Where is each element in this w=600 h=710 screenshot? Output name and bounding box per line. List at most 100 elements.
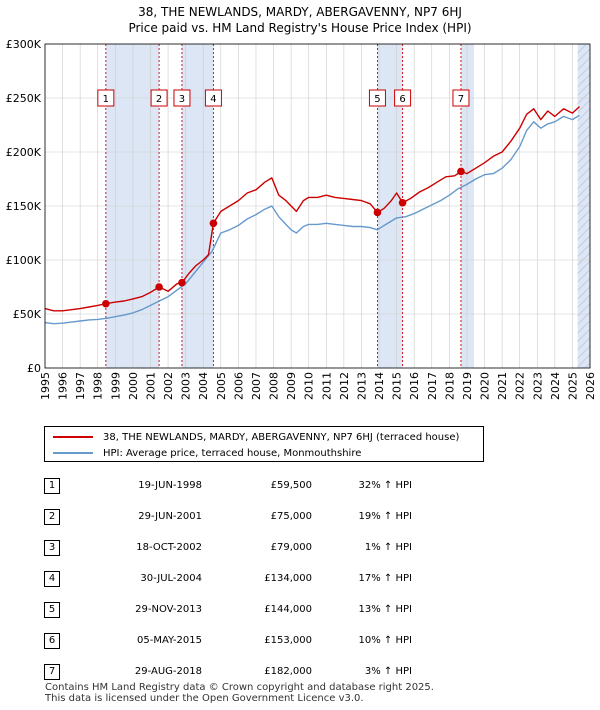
sale-price: £75,000 [270,511,312,522]
x-tick-label: 2009 [285,372,298,400]
x-tick-label: 1996 [57,372,70,400]
sale-number-label: 4 [210,94,216,105]
sale-number-box [97,89,115,107]
sale-point [373,208,382,217]
x-tick-label: 2008 [268,372,281,400]
sale-price: £79,000 [270,542,312,553]
x-tick-label: 2002 [162,372,175,400]
table-row: 2 29-JUN-2001 £75,000 19% ↑ HPI [40,501,412,532]
footer-attribution: Contains HM Land Registry data © Crown c… [45,682,434,704]
x-tick-label: 2006 [232,372,245,400]
table-row: 6 05-MAY-2015 £153,000 10% ↑ HPI [40,625,412,656]
x-tick-label: 2000 [127,372,140,400]
hpi-series-line [44,114,580,325]
table-row: 4 30-JUL-2004 £134,000 17% ↑ HPI [40,563,412,594]
x-tick-label: 2022 [514,372,527,400]
y-tick-label: £0 [27,362,41,375]
sale-point [102,299,110,308]
table-row: 1 19-JUN-1998 £59,500 32% ↑ HPI [40,470,412,501]
sale-price: £134,000 [264,573,312,584]
y-tick-label: £50K [13,308,42,321]
sale-price: £182,000 [264,666,312,677]
sale-hpi-diff: 10% ↑ HPI [358,635,412,646]
x-tick-label: 2015 [391,372,404,400]
x-tick-label: 2001 [144,372,157,400]
y-tick-label: £250K [6,92,42,105]
legend-swatch-price [53,436,93,438]
sale-hpi-diff: 13% ↑ HPI [358,604,412,615]
y-tick-label: £150K [6,200,42,213]
sale-date: 29-JUN-2001 [138,511,202,522]
chart-subtitle: Price paid vs. HM Land Registry's House … [128,21,472,35]
plot-area-border [44,43,591,369]
sale-hpi-diff: 32% ↑ HPI [358,480,412,491]
x-tick-label: 2017 [426,372,439,400]
sale-number-badge: 1 [44,477,60,494]
x-tick-label: 2020 [479,372,492,400]
sale-number-label: 5 [374,94,380,105]
x-tick-label: 1999 [109,372,122,400]
sale-number-label: 2 [156,94,162,105]
price-chart: 1 2 3 4 5 6 7 £0 £50K £100K £150K £200K £250K £300K 1… [6,38,597,400]
chart-title-address: 38, THE NEWLANDS, MARDY, ABERGAVENNY, NP… [138,5,462,19]
sale-point [457,167,465,176]
x-tick-label: 2004 [197,372,210,400]
sale-date: 18-OCT-2002 [136,542,202,553]
x-tick-label: 2023 [531,372,544,400]
sale-number-badge: 2 [44,508,60,525]
sale-number-box [150,89,168,107]
sale-price: £144,000 [264,604,312,615]
sale-number-box [204,89,222,107]
sale-point [155,283,163,291]
legend-label-hpi: HPI: Average price, terraced house, Monm… [103,447,362,459]
y-tick-label: £200K [6,146,42,159]
x-tick-label: 2003 [180,372,193,400]
sale-number-label: 3 [179,94,185,105]
price-series-line [44,106,580,312]
sale-number-badge: 6 [44,632,60,649]
sale-date: 05-MAY-2015 [136,635,202,646]
sale-price: £59,500 [270,480,312,491]
sale-date: 30-JUL-2004 [140,573,202,584]
table-row: 5 29-NOV-2013 £144,000 13% ↑ HPI [40,594,412,625]
sale-number-label: 1 [103,94,109,105]
sale-number-badge: 7 [44,663,60,680]
x-tick-label: 2014 [373,372,386,400]
sale-number-box [394,89,412,107]
sale-hpi-diff: 17% ↑ HPI [358,573,412,584]
sale-date: 29-NOV-2013 [135,604,202,615]
legend-item-price: 38, THE NEWLANDS, MARDY, ABERGAVENNY, NP… [53,430,459,444]
x-tick-label: 2025 [566,372,579,400]
sale-point [178,278,186,287]
sale-point [398,198,407,207]
x-tick-label: 2007 [250,372,263,400]
sale-date: 19-JUN-1998 [138,480,202,491]
sale-date: 29-AUG-2018 [134,666,202,677]
sale-number-box [452,89,470,107]
x-tick-label: 2010 [303,372,316,400]
x-tick-label: 1995 [39,372,52,400]
sale-hpi-diff: 1% ↑ HPI [364,542,412,553]
sale-point [209,219,218,228]
x-tick-label: 2012 [338,372,351,400]
sale-number-label: 6 [399,94,405,105]
x-tick-label: 2018 [443,372,456,400]
x-tick-label: 1998 [92,372,105,400]
x-tick-label: 2016 [408,372,421,400]
sale-price: £153,000 [264,635,312,646]
legend-label-price: 38, THE NEWLANDS, MARDY, ABERGAVENNY, NP… [103,431,460,443]
sale-number-box [173,89,191,107]
x-tick-label: 2011 [320,372,333,400]
sale-number-box [368,89,386,107]
legend-swatch-hpi [53,452,93,454]
sale-hpi-diff: 19% ↑ HPI [358,511,412,522]
sale-number-badge: 3 [44,539,60,556]
x-tick-label: 2013 [355,372,368,400]
y-tick-label: £300K [6,38,42,51]
sale-hpi-diff: 3% ↑ HPI [364,666,412,677]
table-row: 7 29-AUG-2018 £182,000 3% ↑ HPI [40,656,412,687]
sale-number-badge: 5 [44,601,60,618]
footer-licence: This data is licensed under the Open Gov… [45,693,364,704]
x-tick-label: 1997 [74,372,87,400]
table-row: 3 18-OCT-2002 £79,000 1% ↑ HPI [40,532,412,563]
